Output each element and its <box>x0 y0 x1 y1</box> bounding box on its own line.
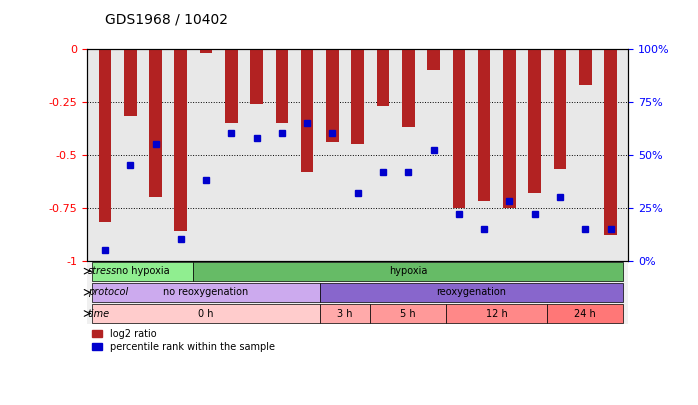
FancyBboxPatch shape <box>446 304 547 323</box>
Text: 5 h: 5 h <box>401 309 416 318</box>
Text: no hypoxia: no hypoxia <box>116 266 170 276</box>
Text: GDS1968 / 10402: GDS1968 / 10402 <box>105 12 228 26</box>
Bar <box>174 49 187 231</box>
FancyBboxPatch shape <box>92 262 193 281</box>
Bar <box>604 49 617 235</box>
Bar <box>326 49 339 142</box>
Bar <box>225 49 237 123</box>
Text: 0 h: 0 h <box>198 309 214 318</box>
Text: 12 h: 12 h <box>486 309 507 318</box>
Bar <box>427 49 440 70</box>
FancyBboxPatch shape <box>193 262 623 281</box>
Bar <box>503 49 516 207</box>
Bar <box>554 49 566 169</box>
FancyBboxPatch shape <box>320 283 623 302</box>
Legend: log2 ratio, percentile rank within the sample: log2 ratio, percentile rank within the s… <box>92 329 274 352</box>
Text: 3 h: 3 h <box>337 309 352 318</box>
Bar <box>351 49 364 144</box>
Bar <box>98 49 111 222</box>
Text: time: time <box>88 309 110 318</box>
FancyBboxPatch shape <box>320 304 371 323</box>
Bar <box>124 49 137 116</box>
Bar <box>377 49 389 106</box>
Bar <box>452 49 465 207</box>
Text: protocol: protocol <box>88 287 128 297</box>
Text: reoxygenation: reoxygenation <box>436 287 507 297</box>
Bar <box>528 49 541 193</box>
FancyBboxPatch shape <box>92 283 320 302</box>
FancyBboxPatch shape <box>92 304 320 323</box>
Text: hypoxia: hypoxia <box>389 266 427 276</box>
Bar <box>301 49 313 172</box>
FancyBboxPatch shape <box>547 304 623 323</box>
Bar <box>579 49 591 85</box>
Text: no reoxygenation: no reoxygenation <box>163 287 248 297</box>
Bar <box>478 49 491 201</box>
Bar <box>149 49 162 197</box>
FancyBboxPatch shape <box>371 304 446 323</box>
Text: 24 h: 24 h <box>574 309 596 318</box>
Bar <box>276 49 288 123</box>
Bar <box>402 49 415 127</box>
Text: stress: stress <box>88 266 117 276</box>
Bar <box>200 49 212 53</box>
Bar <box>251 49 263 104</box>
